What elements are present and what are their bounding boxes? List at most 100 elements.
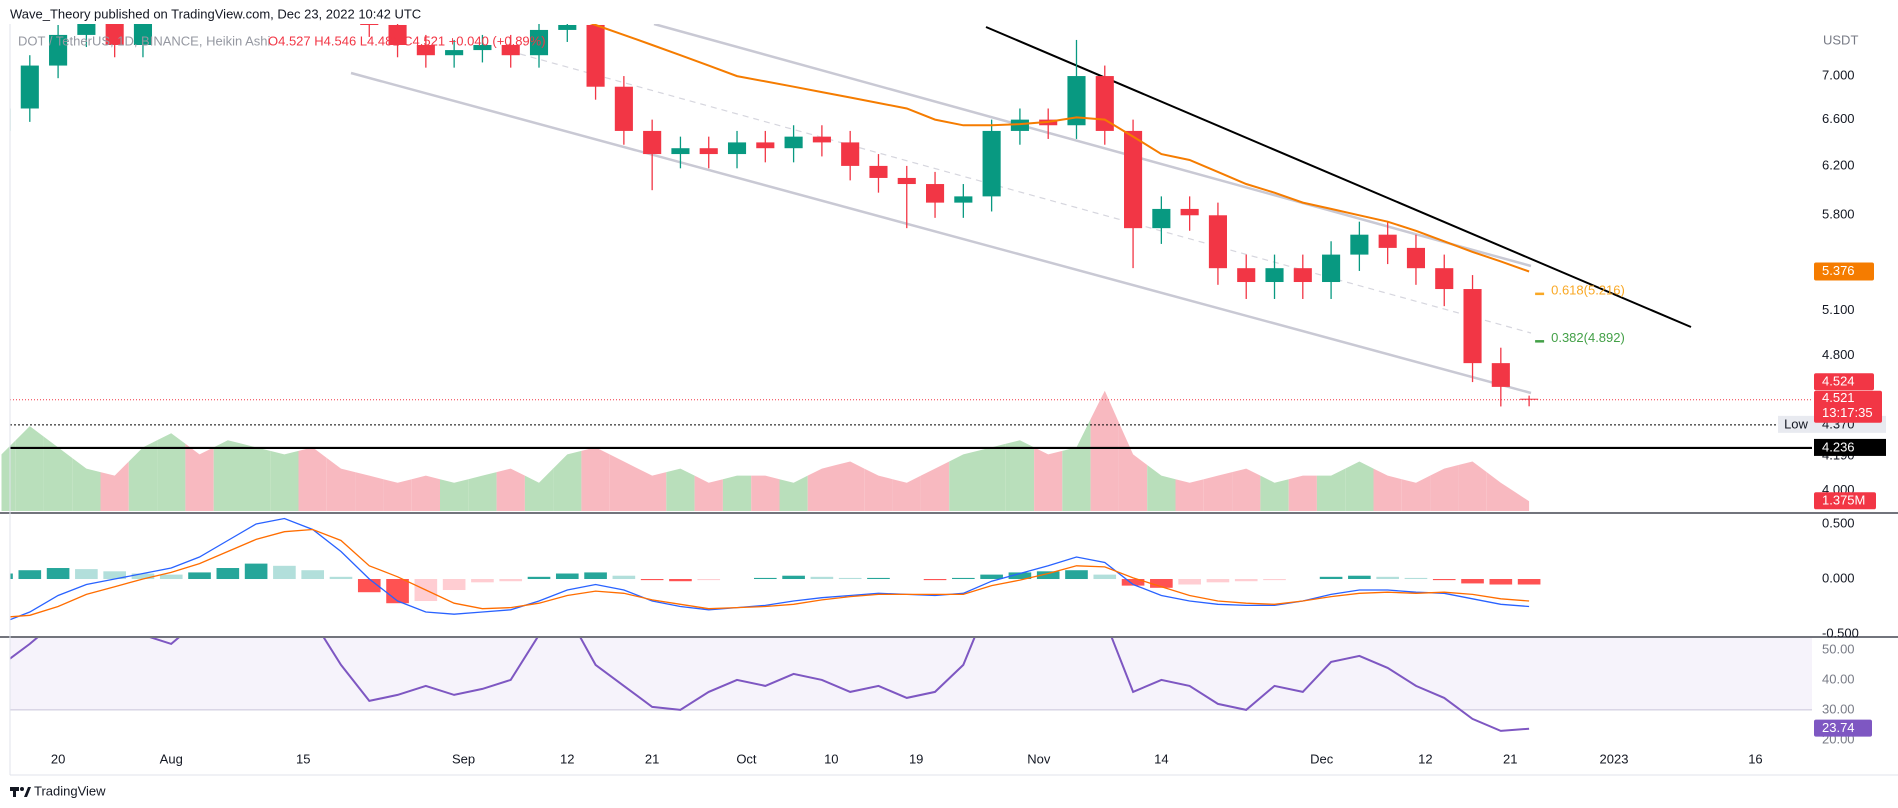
macd-histogram-bar [1517, 579, 1541, 585]
macd-histogram-bar [1376, 576, 1399, 580]
macd-histogram-bar [527, 576, 551, 580]
volume-area [1147, 465, 1176, 511]
volume-area [1401, 475, 1431, 511]
macd-histogram-bar [1461, 579, 1484, 584]
macd-histogram-bar [103, 571, 126, 580]
candle-body [1152, 208, 1171, 229]
volume-area [213, 440, 242, 511]
rsi-pane [10, 638, 1812, 732]
volume-area [1005, 440, 1035, 511]
time-tick-label: Nov [1027, 751, 1051, 766]
ema-line [589, 24, 1530, 273]
volume-area [751, 475, 780, 511]
volume-area [1515, 492, 1530, 511]
brand-name: TradingView [34, 783, 106, 798]
candle-body [897, 177, 916, 185]
volume-area [1316, 468, 1346, 511]
candle-body [727, 142, 747, 155]
candle-body [416, 44, 435, 56]
volume-area [468, 472, 497, 511]
macd-histogram-bar [216, 568, 240, 580]
volume-area [15, 426, 44, 511]
volume-tag-bg [1814, 492, 1876, 510]
candle-body [1237, 268, 1256, 283]
candle-body [558, 24, 577, 30]
volume-area [383, 479, 412, 511]
candle-body [756, 142, 775, 149]
time-tick-label: 2023 [1600, 751, 1629, 766]
brand-logo [10, 787, 31, 797]
macd-histogram-bar [244, 563, 268, 580]
candle-body [1067, 76, 1086, 126]
candle-body [925, 184, 945, 203]
volume-area [72, 458, 101, 511]
volume-area [1, 440, 16, 511]
macd-histogram-bar [1178, 579, 1201, 585]
volume-area [807, 465, 836, 511]
volume-area [977, 443, 1006, 511]
volume-area [1260, 475, 1289, 511]
volume-area [1118, 422, 1148, 511]
candle-body [501, 44, 520, 56]
candle-body [812, 136, 831, 143]
macd-histogram-bar [1008, 572, 1032, 580]
ema-tag: 5.376 [1822, 263, 1855, 278]
time-tick-label: 15 [296, 751, 310, 766]
volume-area [298, 447, 327, 511]
volume-area [1062, 419, 1091, 511]
candle-body [1463, 289, 1482, 364]
macd-line [10, 528, 1530, 618]
time-tick-label: 21 [1503, 751, 1517, 766]
macd-histogram-bar [273, 565, 296, 580]
macd-line [10, 517, 1530, 621]
volume-area [722, 475, 752, 511]
time-tick-label: 10 [824, 751, 838, 766]
volume-area [920, 461, 950, 511]
macd-pane [10, 517, 1541, 621]
volume-area [1458, 461, 1487, 511]
candle-body [529, 29, 549, 56]
volume-area [157, 433, 186, 511]
macd-histogram-bar [923, 579, 947, 581]
volume-area [949, 450, 978, 511]
volume-area [496, 468, 525, 511]
volume-area [1345, 461, 1374, 511]
macd-histogram-bar [782, 575, 805, 580]
price-tick-label: 6.600 [1822, 111, 1855, 126]
candle-body [133, 24, 153, 45]
countdown: 13:17:35 [1822, 405, 1873, 420]
price-tick-label: 4.800 [1822, 347, 1855, 362]
candle-body [473, 44, 492, 51]
candle-body [699, 148, 718, 155]
candle-body [77, 24, 96, 35]
volume-area [836, 461, 865, 511]
macd-histogram-bar [1348, 575, 1371, 580]
level-tag: 4.236 [1822, 439, 1855, 454]
volume-area [355, 472, 384, 511]
macd-histogram-bar [188, 572, 211, 580]
macd-histogram-bar [329, 576, 353, 580]
volume-area [1373, 468, 1402, 511]
macd-histogram-bar [640, 579, 664, 581]
time-tick-label: 20 [51, 751, 65, 766]
macd-histogram-bar [471, 579, 494, 583]
macd-histogram-bar [952, 577, 975, 580]
macd-histogram-bar [1206, 579, 1230, 583]
macd-histogram-bar [357, 579, 381, 593]
macd-histogram-bar [1489, 579, 1513, 585]
volume-area [326, 458, 356, 511]
macd-histogram-bar [555, 573, 579, 580]
time-tick-label: Dec [1310, 751, 1334, 766]
macd-histogram-bar [584, 572, 607, 580]
macd-histogram-bar [669, 579, 692, 582]
candle-body [1520, 398, 1539, 400]
rsi-tick-label: 50.00 [1822, 641, 1855, 656]
macd-histogram-bar [753, 577, 777, 580]
macd-histogram-bar [442, 579, 466, 591]
macd-tick-label: -0.500 [1822, 625, 1859, 640]
time-tick-label: 14 [1154, 751, 1168, 766]
macd-histogram-bar [1150, 579, 1173, 588]
